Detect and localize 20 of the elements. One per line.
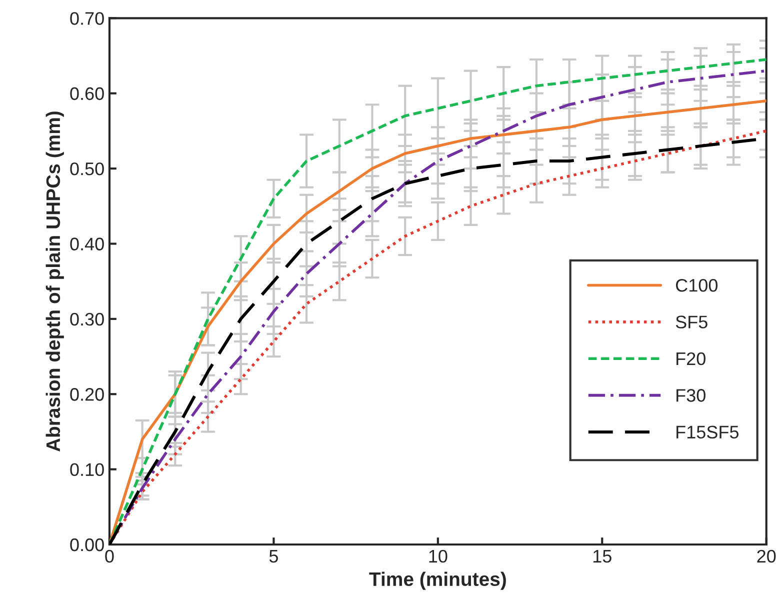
y-axis-title: Abrasion depth of plain UHPCs (mm) (46, 112, 64, 452)
y-tick-label: 0.40 (70, 238, 104, 250)
x-tick-label: 10 (429, 550, 448, 563)
legend-label: SF5 (676, 316, 708, 328)
x-axis-title: Time (minutes) (369, 572, 506, 590)
x-tick-label: 20 (757, 550, 776, 563)
y-tick-label: 0.60 (70, 87, 104, 100)
legend-label: C100 (676, 278, 718, 292)
y-tick-label: 0.70 (70, 12, 104, 25)
legend-label: F15SF5 (676, 426, 739, 439)
y-tick-label: 0.20 (70, 388, 104, 401)
y-tick-label: 0.00 (70, 538, 104, 552)
x-tick-label: 15 (593, 550, 612, 563)
y-tick-label: 0.50 (70, 162, 104, 176)
y-tick-label: 0.30 (70, 312, 104, 326)
x-tick-label: 5 (269, 550, 278, 563)
x-tick-label: 0 (105, 550, 114, 563)
legend-label: F30 (676, 389, 706, 402)
y-tick-label: 0.10 (70, 463, 104, 476)
legend-label: F20 (676, 352, 706, 366)
